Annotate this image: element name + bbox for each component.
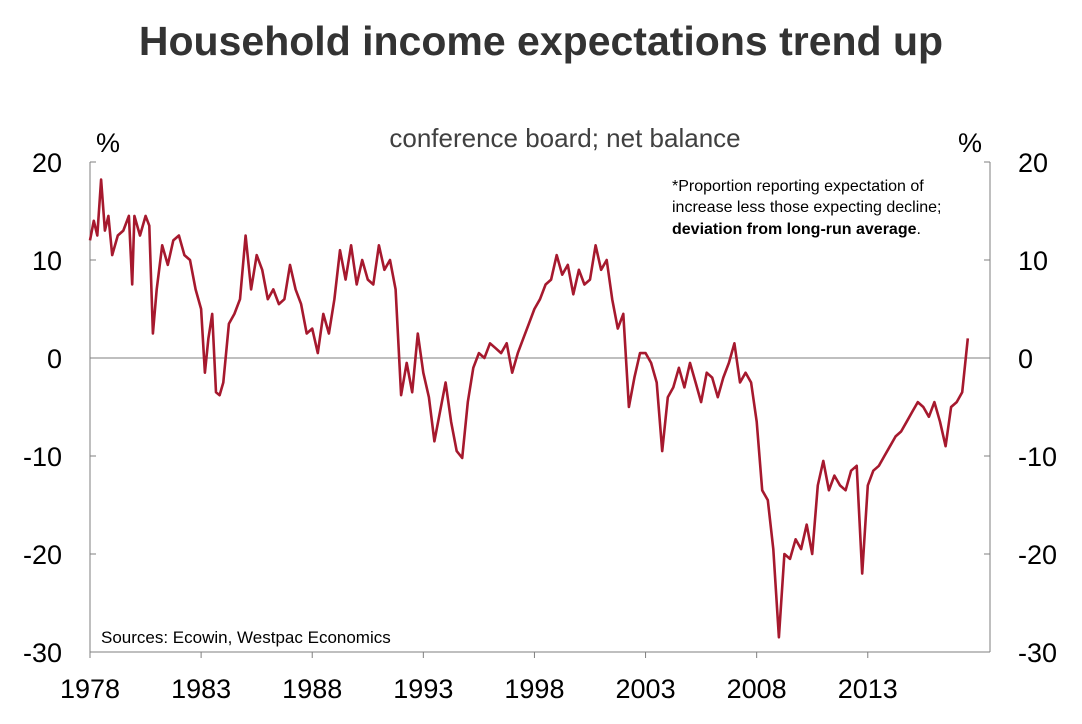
chart-subtitle: conference board; net balance: [389, 123, 740, 153]
y-tick-label-right: 20: [1018, 148, 1048, 178]
axis-ticks: [89, 161, 990, 658]
plot-frame: [89, 162, 991, 653]
note-line-2: increase less those expecting decline;: [672, 199, 942, 216]
x-tick-label: 1983: [171, 674, 231, 704]
y-tick-label-left: 10: [32, 246, 62, 276]
axis-labels: 20 20 10 10 0 0 -10 -10 -20 -20 -30 -30 1978 1983 1988…: [23, 148, 1057, 704]
note-line-3: deviation from long-run average.: [672, 221, 921, 238]
right-unit-label: %: [958, 128, 982, 158]
series-line: [88, 178, 970, 639]
x-tick-label: 2003: [616, 674, 676, 704]
y-tick-label-right: -20: [1018, 540, 1057, 570]
x-tick-label: 2008: [727, 674, 787, 704]
note-bold-text: deviation from long-run average: [672, 221, 917, 238]
x-tick-label: 2013: [838, 674, 898, 704]
y-tick-label-right: -10: [1018, 442, 1057, 472]
x-tick-label: 1988: [282, 674, 342, 704]
source-note: Sources: Ecowin, Westpac Economics: [101, 628, 391, 647]
y-tick-label-left: 20: [32, 148, 62, 178]
y-tick-label-left: 0: [47, 344, 62, 374]
y-tick-label-left: -30: [23, 638, 62, 668]
chart-title: Household income expectations trend up: [138, 18, 944, 64]
x-tick-label: 1993: [393, 674, 453, 704]
y-tick-label-right: -30: [1018, 638, 1057, 668]
note-line-1: *Proportion reporting expectation of: [672, 178, 924, 195]
y-tick-label-right: 0: [1018, 344, 1033, 374]
y-tick-label-left: -10: [23, 442, 62, 472]
x-tick-label: 1998: [504, 674, 564, 704]
x-tick-label: 1978: [60, 674, 120, 704]
note-end: .: [916, 221, 920, 238]
y-tick-label-right: 10: [1018, 246, 1048, 276]
left-unit-label: %: [96, 128, 120, 158]
y-tick-label-left: -20: [23, 540, 62, 570]
